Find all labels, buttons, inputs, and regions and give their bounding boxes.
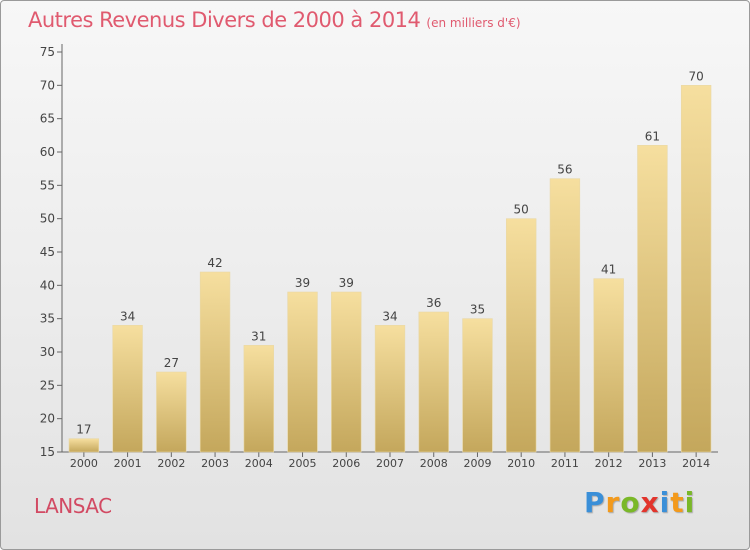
- data-label-2000: 17: [76, 423, 91, 437]
- x-tick-label-2006: 2006: [332, 457, 360, 470]
- bar-2003: [199, 271, 231, 453]
- x-tick-label-2010: 2010: [507, 457, 535, 470]
- bars-group: [68, 85, 712, 453]
- y-tick-label: 40: [40, 278, 55, 292]
- x-tick-label-2013: 2013: [638, 457, 666, 470]
- bar-2012: [593, 278, 624, 453]
- data-label-2014: 70: [688, 69, 703, 83]
- logo-letter: x: [640, 486, 660, 519]
- x-tick-label-2004: 2004: [245, 457, 273, 470]
- x-tick-label-2009: 2009: [463, 457, 491, 470]
- data-label-2006: 39: [339, 276, 354, 290]
- y-axis: 15 20 25 30 35 40 45 50 55 60 65 70 75: [40, 44, 63, 459]
- y-tick-label: 75: [40, 45, 55, 59]
- bar-2001: [112, 325, 143, 453]
- x-tick-label-2002: 2002: [157, 457, 185, 470]
- data-label-2005: 39: [295, 276, 310, 290]
- y-tick-label: 45: [40, 245, 55, 259]
- bar-2013: [637, 145, 668, 453]
- x-axis: 2000 2001 2002 2003 2004 2005 2006 2007 2008 2009…: [62, 451, 718, 470]
- bar-2009: [462, 318, 493, 453]
- bar-2011: [549, 178, 581, 453]
- logo-letter: i: [659, 486, 671, 519]
- data-label-2004: 31: [251, 329, 266, 343]
- x-tick-label-2011: 2011: [551, 457, 579, 470]
- x-tick-label-2007: 2007: [376, 457, 404, 470]
- x-tick-label-2005: 2005: [289, 457, 317, 470]
- chart-title-text: Autres Revenus Divers de 2000 à 2014: [28, 8, 421, 32]
- data-label-2001: 34: [120, 309, 135, 323]
- bar-2006: [331, 291, 362, 453]
- y-tick-label: 65: [40, 112, 55, 126]
- data-label-2010: 50: [514, 203, 529, 217]
- data-label-2013: 61: [645, 129, 660, 143]
- data-label-2011: 56: [557, 163, 572, 177]
- data-label-2008: 36: [426, 296, 441, 310]
- x-tick-label-2014: 2014: [682, 457, 710, 470]
- y-tick-label: 20: [40, 412, 55, 426]
- logo-letter: r: [605, 486, 621, 519]
- bar-2010: [506, 218, 537, 453]
- data-label-2009: 35: [470, 303, 485, 317]
- bar-2014: [680, 85, 712, 453]
- x-tick-label-2001: 2001: [114, 457, 142, 470]
- bar-2007: [374, 325, 406, 453]
- y-tick-label: 35: [40, 312, 55, 326]
- data-label-2002: 27: [164, 356, 179, 370]
- logo-letter: i: [684, 486, 696, 519]
- data-label-2007: 34: [382, 309, 397, 323]
- logo-letter: P: [584, 486, 606, 519]
- data-labels-group: 17 34 27 42 31 39 39 34 36 35 50 56 41 61 70: [76, 69, 704, 436]
- y-tick-label: 55: [40, 178, 55, 192]
- y-tick-label: 70: [40, 78, 55, 92]
- y-tick-label: 15: [40, 445, 55, 459]
- proxiti-logo: Proxiti: [584, 486, 695, 519]
- bar-2000: [68, 438, 100, 453]
- y-tick-label: 30: [40, 345, 55, 359]
- bar-2005: [287, 291, 318, 453]
- chart-unit: (en milliers d'€): [426, 16, 521, 30]
- bar-2008: [418, 311, 449, 453]
- x-tick-label-2012: 2012: [595, 457, 623, 470]
- logo-letter: t: [670, 486, 685, 519]
- x-tick-label-2003: 2003: [201, 457, 229, 470]
- location-label: LANSAC: [34, 494, 112, 518]
- x-tick-label-2000: 2000: [70, 457, 98, 470]
- chart-title: Autres Revenus Divers de 2000 à 2014 (en …: [28, 8, 521, 32]
- bar-2004: [243, 345, 274, 453]
- y-tick-label: 50: [40, 212, 55, 226]
- y-tick-label: 60: [40, 145, 55, 159]
- logo-letter: o: [620, 486, 641, 519]
- y-tick-label: 25: [40, 378, 55, 392]
- data-label-2012: 41: [601, 263, 616, 277]
- x-tick-label-2008: 2008: [420, 457, 448, 470]
- data-label-2003: 42: [207, 256, 222, 270]
- bar-2002: [156, 371, 187, 453]
